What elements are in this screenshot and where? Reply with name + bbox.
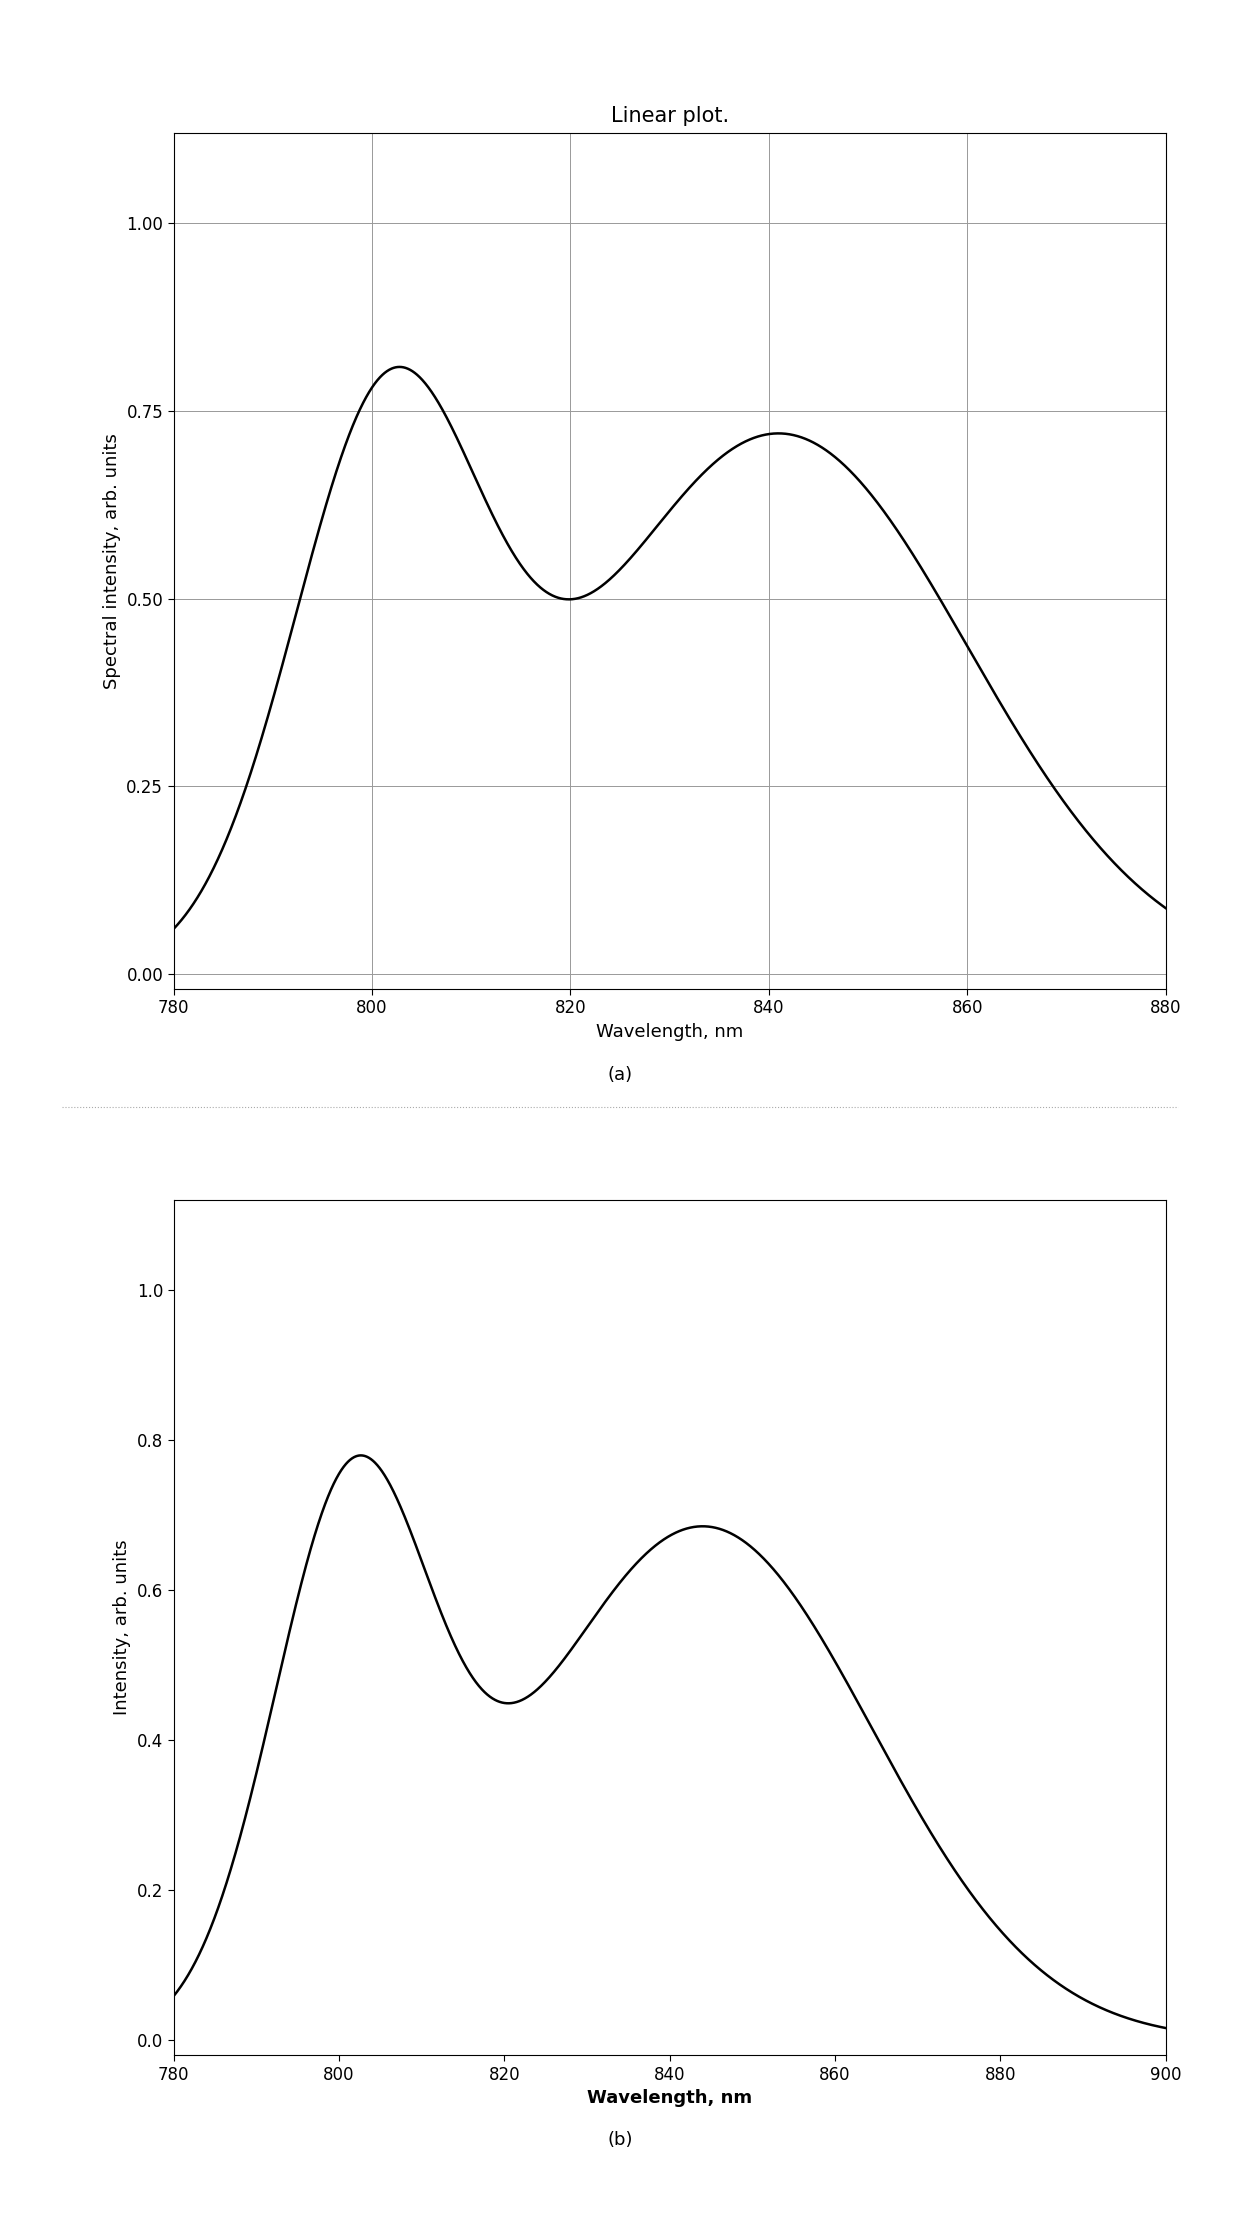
Text: (b): (b) [608,2131,632,2149]
X-axis label: Wavelength, nm: Wavelength, nm [596,1022,743,1040]
Title: Linear plot.: Linear plot. [610,107,729,127]
Text: (a): (a) [608,1067,632,1084]
Y-axis label: Intensity, arb. units: Intensity, arb. units [113,1540,131,1715]
Y-axis label: Spectral intensity, arb. units: Spectral intensity, arb. units [103,433,120,689]
X-axis label: Wavelength, nm: Wavelength, nm [587,2089,753,2106]
